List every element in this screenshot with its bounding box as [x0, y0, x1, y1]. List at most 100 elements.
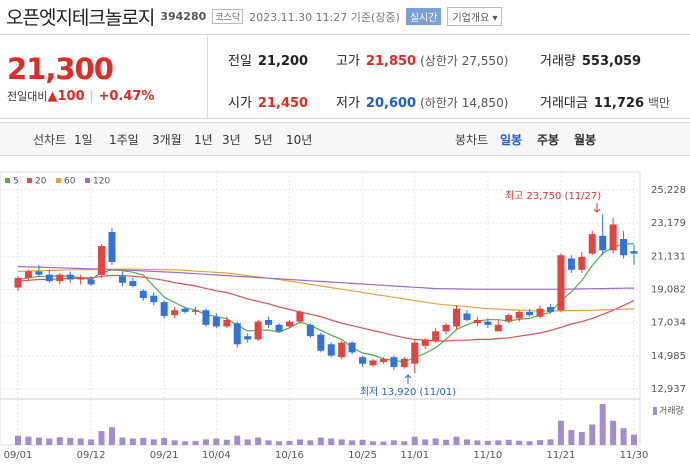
candle-body	[390, 357, 398, 367]
period-tab[interactable]: 3개월	[152, 133, 182, 147]
candle-body	[108, 232, 116, 263]
candle-body	[379, 358, 387, 363]
market-badge: 코스닥	[212, 9, 244, 24]
candle-body	[536, 308, 544, 317]
legend-swatch	[5, 178, 10, 183]
candle-body	[254, 321, 262, 340]
candle-body	[463, 313, 471, 320]
volume-bar	[631, 434, 637, 445]
period-tab[interactable]: 1주일	[109, 133, 139, 147]
volume-bar	[150, 439, 157, 445]
candle-body	[118, 276, 126, 283]
legend-swatch	[27, 178, 32, 183]
candle-body	[421, 339, 429, 346]
candle-body	[129, 281, 137, 286]
volume-bar	[35, 437, 42, 445]
candle-body	[609, 224, 617, 251]
volume-bar	[171, 440, 178, 445]
candle-body	[212, 316, 220, 327]
candle-body	[473, 319, 481, 324]
legend-swatch	[56, 178, 61, 183]
volume-bar	[495, 440, 502, 445]
stat-value: 21,200	[257, 54, 309, 69]
volume-bar	[234, 435, 241, 445]
volume-bar	[401, 441, 408, 445]
candle-body	[515, 311, 523, 319]
stat: 저가 20,600 (하한가 14,850)	[336, 92, 508, 111]
x-tick-label: 11/21	[547, 450, 576, 461]
volume-bar	[265, 440, 272, 445]
stat-value: 553,059	[581, 54, 642, 69]
moving-average-line	[17, 268, 635, 312]
high-annotation: 최고 23,750 (11/27)	[505, 190, 601, 202]
volume-bar	[557, 420, 564, 445]
realtime-button[interactable]: 실시간	[405, 8, 442, 25]
moving-average-line	[17, 274, 635, 342]
volume-bar	[380, 441, 387, 445]
candle-body	[599, 235, 607, 251]
volume-bar	[119, 437, 126, 445]
stat-extra: (하한가 14,850)	[420, 96, 509, 110]
candle-body	[45, 274, 53, 282]
period-tab[interactable]: 1일	[74, 133, 93, 147]
stat: 시가 21,450	[228, 92, 308, 111]
period-tab[interactable]: 1년	[194, 133, 213, 147]
candle-body	[98, 245, 106, 275]
candle-body	[578, 256, 586, 270]
candle-body	[14, 277, 22, 288]
y-tick-label: 25,228	[651, 185, 686, 196]
legend-label: 120	[93, 177, 110, 187]
period-tab[interactable]: 5년	[254, 133, 273, 147]
volume-bar	[192, 440, 199, 445]
x-tick-label: 09/12	[77, 450, 106, 461]
volume-bar	[88, 439, 95, 445]
company-info-button[interactable]: 기업개요 ▾	[447, 7, 503, 26]
volume-bar	[537, 440, 544, 445]
period-tab[interactable]: 10년	[286, 133, 313, 147]
candle-body	[223, 319, 231, 327]
candle-body	[202, 310, 210, 325]
y-tick-label: 12,937	[651, 384, 686, 395]
stat-extra: (상한가 27,550)	[420, 54, 509, 68]
line-chart-label: 선차트	[33, 133, 67, 147]
volume-bar	[108, 427, 115, 445]
volume-bar	[422, 439, 429, 445]
stat: 전일 21,200	[228, 50, 308, 69]
volume-bar	[46, 438, 53, 445]
candle-period-tab[interactable]: 일봉	[500, 133, 523, 147]
candle-body	[557, 255, 565, 311]
volume-bar	[15, 435, 21, 445]
candle-period-tab[interactable]: 월봉	[574, 133, 597, 147]
volume-bar	[568, 430, 575, 445]
stat: 거래대금 11,726 백만	[540, 92, 670, 111]
current-price: 21,300	[7, 52, 114, 86]
volume-bar	[526, 441, 533, 445]
volume-bar	[77, 438, 84, 445]
candle-body	[244, 336, 252, 340]
candle-chart-label: 봉차트	[455, 133, 489, 147]
candle-body	[526, 311, 534, 316]
volume-bar	[620, 428, 627, 445]
period-tab[interactable]: 3년	[222, 133, 241, 147]
stat-value: 11,726	[593, 96, 645, 111]
stock-name: 오픈엣지테크놀로지	[6, 7, 155, 29]
volume-bar	[296, 439, 303, 445]
candle-body	[56, 274, 64, 282]
stat-label: 고가	[336, 54, 360, 69]
candle-body	[87, 279, 95, 285]
candle-body	[338, 342, 346, 358]
stat-label: 거래대금	[540, 96, 588, 111]
candle-period-tab[interactable]: 주봉	[537, 133, 560, 147]
moving-average-line	[17, 243, 635, 363]
company-info-label: 기업개요	[452, 13, 490, 24]
plot-frame	[0, 171, 641, 446]
volume-bar	[255, 437, 262, 445]
stat-label: 저가	[336, 96, 360, 111]
candle-body	[369, 360, 377, 366]
candle-body	[411, 342, 419, 364]
title-row: 오픈엣지테크놀로지 394280 코스닥 2023.11.30 11:27 기준…	[6, 3, 503, 30]
volume-bar	[182, 441, 189, 445]
candle-body	[24, 271, 32, 278]
